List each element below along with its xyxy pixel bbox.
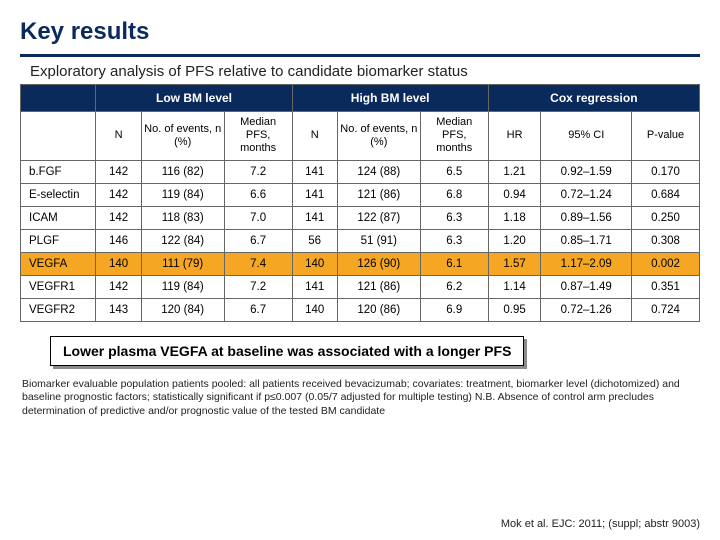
cell-high-events: 124 (88) [337, 160, 420, 183]
results-table: Low BM level High BM level Cox regressio… [20, 84, 700, 322]
cell-high-median: 6.3 [420, 229, 488, 252]
cell-high-median: 6.3 [420, 206, 488, 229]
cell-low-n: 142 [96, 206, 141, 229]
cell-low-median: 6.6 [224, 183, 292, 206]
cell-low-events: 122 (84) [141, 229, 224, 252]
sub-header-high-events: No. of events, n (%) [337, 112, 420, 161]
cell-hr: 1.14 [488, 275, 541, 298]
cell-p-value: 0.002 [632, 252, 700, 275]
cell-row-label: VEGFR2 [21, 298, 96, 321]
cell-low-median: 6.7 [224, 298, 292, 321]
cell-p-value: 0.684 [632, 183, 700, 206]
cell-high-n: 141 [292, 183, 337, 206]
sub-header-blank [21, 112, 96, 161]
page-title: Key results [20, 18, 700, 46]
table-row: VEGFR2143120 (84)6.7140120 (86)6.90.950.… [21, 298, 700, 321]
sub-header-low-n: N [96, 112, 141, 161]
table-corner [21, 85, 96, 112]
cell-low-median: 7.0 [224, 206, 292, 229]
cell-row-label: ICAM [21, 206, 96, 229]
sub-header-p: P-value [632, 112, 700, 161]
cell-low-events: 116 (82) [141, 160, 224, 183]
cell-hr: 1.20 [488, 229, 541, 252]
cell-p-value: 0.351 [632, 275, 700, 298]
cell-low-events: 119 (84) [141, 183, 224, 206]
sub-header-low-events: No. of events, n (%) [141, 112, 224, 161]
title-rule [20, 54, 700, 57]
cell-low-events: 118 (83) [141, 206, 224, 229]
cell-row-label: VEGFA [21, 252, 96, 275]
cell-low-n: 142 [96, 183, 141, 206]
cell-high-median: 6.9 [420, 298, 488, 321]
cell-low-median: 6.7 [224, 229, 292, 252]
cell-high-median: 6.5 [420, 160, 488, 183]
sub-header-high-median: Median PFS, months [420, 112, 488, 161]
cell-low-events: 119 (84) [141, 275, 224, 298]
cell-p-value: 0.250 [632, 206, 700, 229]
cell-high-n: 140 [292, 298, 337, 321]
cell-high-events: 51 (91) [337, 229, 420, 252]
cell-low-median: 7.4 [224, 252, 292, 275]
footnote: Biomarker evaluable population patients … [22, 378, 698, 419]
cell-ci: 0.89–1.56 [541, 206, 632, 229]
table-row: ICAM142118 (83)7.0141122 (87)6.31.180.89… [21, 206, 700, 229]
citation: Mok et al. EJC: 2011; (suppl; abstr 9003… [501, 518, 700, 530]
table-row: PLGF146122 (84)6.75651 (91)6.31.200.85–1… [21, 229, 700, 252]
group-header-high: High BM level [292, 85, 488, 112]
sub-header-ci: 95% CI [541, 112, 632, 161]
cell-high-events: 120 (86) [337, 298, 420, 321]
cell-high-events: 121 (86) [337, 183, 420, 206]
cell-high-median: 6.2 [420, 275, 488, 298]
sub-header-high-n: N [292, 112, 337, 161]
cell-ci: 0.85–1.71 [541, 229, 632, 252]
cell-hr: 1.57 [488, 252, 541, 275]
cell-hr: 1.21 [488, 160, 541, 183]
cell-high-events: 121 (86) [337, 275, 420, 298]
cell-hr: 0.95 [488, 298, 541, 321]
cell-high-n: 141 [292, 206, 337, 229]
cell-high-median: 6.1 [420, 252, 488, 275]
cell-ci: 0.92–1.59 [541, 160, 632, 183]
group-header-low: Low BM level [96, 85, 292, 112]
cell-low-n: 143 [96, 298, 141, 321]
cell-low-events: 111 (79) [141, 252, 224, 275]
table-row: b.FGF142116 (82)7.2141124 (88)6.51.210.9… [21, 160, 700, 183]
cell-high-events: 122 (87) [337, 206, 420, 229]
table-row: E-selectin142119 (84)6.6141121 (86)6.80.… [21, 183, 700, 206]
sub-header-low-median: Median PFS, months [224, 112, 292, 161]
table-row: VEGFA140111 (79)7.4140126 (90)6.11.571.1… [21, 252, 700, 275]
cell-low-n: 142 [96, 275, 141, 298]
cell-p-value: 0.308 [632, 229, 700, 252]
cell-low-events: 120 (84) [141, 298, 224, 321]
cell-low-median: 7.2 [224, 160, 292, 183]
cell-ci: 0.72–1.26 [541, 298, 632, 321]
cell-p-value: 0.724 [632, 298, 700, 321]
cell-high-events: 126 (90) [337, 252, 420, 275]
callout-box: Lower plasma VEGFA at baseline was assoc… [50, 336, 524, 366]
sub-header-hr: HR [488, 112, 541, 161]
cell-hr: 0.94 [488, 183, 541, 206]
cell-high-median: 6.8 [420, 183, 488, 206]
cell-high-n: 56 [292, 229, 337, 252]
cell-row-label: E-selectin [21, 183, 96, 206]
cell-low-n: 142 [96, 160, 141, 183]
cell-p-value: 0.170 [632, 160, 700, 183]
cell-high-n: 141 [292, 275, 337, 298]
cell-row-label: VEGFR1 [21, 275, 96, 298]
cell-ci: 0.72–1.24 [541, 183, 632, 206]
cell-high-n: 141 [292, 160, 337, 183]
cell-ci: 0.87–1.49 [541, 275, 632, 298]
subtitle: Exploratory analysis of PFS relative to … [0, 63, 720, 84]
cell-hr: 1.18 [488, 206, 541, 229]
cell-low-median: 7.2 [224, 275, 292, 298]
cell-low-n: 146 [96, 229, 141, 252]
cell-low-n: 140 [96, 252, 141, 275]
cell-high-n: 140 [292, 252, 337, 275]
cell-row-label: PLGF [21, 229, 96, 252]
cell-row-label: b.FGF [21, 160, 96, 183]
table-row: VEGFR1142119 (84)7.2141121 (86)6.21.140.… [21, 275, 700, 298]
group-header-cox: Cox regression [488, 85, 699, 112]
cell-ci: 1.17–2.09 [541, 252, 632, 275]
